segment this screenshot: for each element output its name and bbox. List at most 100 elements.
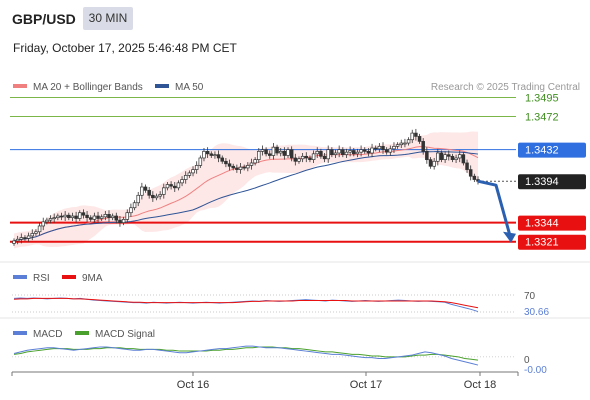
candle-body [326, 149, 330, 160]
candle-body [293, 157, 298, 162]
rsi-ma-legend-swatch [62, 275, 76, 279]
rsi-level-70: 70 [524, 291, 536, 302]
chart-datetime: Friday, October 17, 2025 5:46:48 PM CET [13, 41, 237, 55]
rsi-panel: 70 30.66 [12, 291, 549, 318]
candle-body [70, 215, 75, 219]
main-legend: MA 20 + Bollinger Bands MA 50 Research ©… [13, 82, 580, 93]
candle-body [447, 154, 451, 157]
candle-body [311, 153, 316, 160]
candle-body [253, 159, 257, 164]
candle-body [432, 160, 436, 167]
candle-body [330, 149, 334, 156]
level-tag-label: 1.3394 [525, 176, 559, 188]
candle-body [169, 184, 173, 187]
macd-line [13, 345, 479, 366]
candle-body [308, 157, 312, 160]
candle-body [362, 149, 367, 152]
level-tag-box [518, 174, 586, 190]
candle-body [88, 217, 93, 220]
candle-body [377, 146, 382, 150]
candle-body [399, 142, 404, 146]
candle-body [147, 189, 151, 196]
candlesticks [12, 128, 480, 246]
candle-body [183, 175, 188, 180]
candle-body [322, 155, 327, 160]
candle-body [304, 155, 309, 159]
candle-body [213, 154, 217, 157]
candle-body [23, 237, 27, 239]
candle-body [63, 214, 67, 218]
candle-body [67, 214, 71, 219]
candle-body [242, 166, 246, 169]
candle-body [202, 150, 206, 159]
macd-zero-label: 0 [524, 355, 530, 366]
candle-body [319, 150, 323, 157]
candle-body [136, 194, 140, 204]
level-tag-box [518, 234, 586, 250]
candle-body [333, 152, 338, 156]
candle-body [286, 149, 290, 156]
candle-body [158, 194, 162, 197]
candle-body [205, 150, 210, 155]
candle-body [450, 155, 455, 160]
candle-body [96, 215, 100, 219]
candle-body [348, 150, 352, 153]
rsi-line [13, 297, 479, 313]
ma50-legend-label: MA 50 [175, 82, 204, 93]
ma20-legend-label: MA 20 + Bollinger Bands [33, 82, 143, 93]
projection-arrow [477, 179, 516, 243]
candle-body [107, 214, 111, 219]
candle-body [359, 149, 363, 153]
candle-body [352, 150, 356, 155]
candle-body [264, 149, 268, 155]
candle-body [267, 153, 272, 156]
candle-body [381, 146, 385, 151]
timeframe-button[interactable]: 30 MIN [83, 7, 133, 30]
candle-body [191, 169, 195, 174]
ma50-line [13, 151, 479, 242]
candle-body [282, 150, 287, 156]
candle-body [278, 150, 283, 154]
candle-body [19, 237, 24, 240]
rsi-ma-legend-label: 9MA [82, 273, 103, 284]
candle-body [457, 154, 462, 159]
currency-pair-title: GBP/USD [12, 11, 76, 27]
candle-body [198, 157, 203, 166]
candle-body [187, 172, 192, 176]
candle-body [78, 212, 82, 219]
macd-signal-legend-label: MACD Signal [95, 329, 155, 340]
candle-body [216, 154, 221, 159]
ma20-legend-swatch [13, 84, 27, 88]
candle-body [271, 146, 276, 156]
candle-body [297, 158, 301, 162]
research-credit: Research © 2025 Trading Central [431, 82, 580, 93]
candle-body [99, 216, 104, 219]
candle-body [235, 167, 239, 170]
candle-body [151, 194, 155, 199]
candle-body [436, 152, 440, 162]
projection-path [477, 179, 512, 237]
candle-body [373, 147, 378, 150]
candle-body [428, 159, 433, 167]
candle-body [85, 214, 89, 219]
candle-body [224, 160, 228, 165]
candle-body [246, 165, 250, 169]
level-tag-label: 1.3432 [525, 145, 559, 157]
candle-body [410, 132, 414, 141]
candle-body [52, 217, 56, 220]
bollinger-band-area [14, 131, 478, 249]
candle-body [59, 215, 64, 218]
candle-body [30, 233, 35, 237]
candle-body [143, 186, 148, 191]
macd-panel: 0 -0.00 [12, 345, 547, 376]
projection-arrowhead [503, 231, 516, 243]
candle-body [37, 225, 42, 233]
candle-body [355, 151, 360, 155]
candle-body [154, 195, 159, 199]
candle-body [417, 136, 422, 142]
macd-signal-legend-swatch [75, 331, 89, 335]
candle-body [315, 150, 319, 155]
level-tag-label: 1.3472 [525, 112, 559, 124]
candle-body [74, 215, 78, 219]
candle-body [114, 215, 119, 221]
